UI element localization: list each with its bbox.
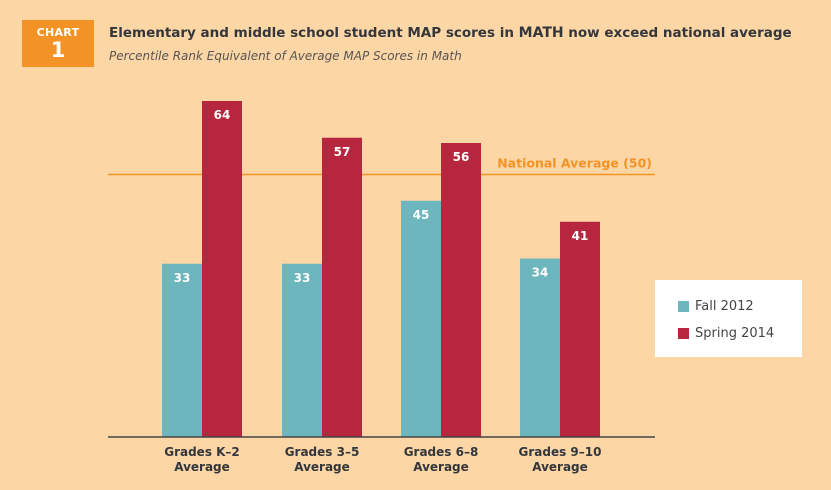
data-label: 56: [453, 150, 470, 164]
x-tick-label: Average: [294, 460, 350, 474]
x-tick-label: Average: [532, 460, 588, 474]
badge-label: CHART: [36, 26, 80, 39]
badge-number: 1: [50, 38, 66, 62]
x-tick-label: Average: [413, 460, 469, 474]
x-tick-label: Grades 9–10: [519, 445, 602, 459]
legend-swatch: [678, 301, 689, 312]
bar: [202, 101, 242, 437]
data-label: 45: [413, 208, 430, 222]
bar: [162, 263, 202, 437]
bar: [282, 263, 322, 437]
legend-label: Spring 2014: [695, 326, 775, 341]
chart-title: Elementary and middle school student MAP…: [109, 25, 809, 41]
title-part: Elementary and middle school student MAP…: [109, 25, 519, 41]
legend-label: Fall 2012: [695, 299, 754, 314]
chart-subtitle: Percentile Rank Equivalent of Average MA…: [109, 49, 462, 63]
x-tick-label: Grades 3–5: [285, 445, 360, 459]
x-tick-label: Grades 6–8: [404, 445, 479, 459]
data-label: 41: [572, 229, 589, 243]
national-average-label: National Average (50): [497, 156, 652, 171]
data-label: 34: [532, 266, 549, 280]
data-label: 57: [334, 145, 351, 159]
bar: [441, 143, 481, 437]
data-label: 64: [214, 108, 231, 122]
chart-badge: CHART 1: [22, 20, 94, 67]
bar: [401, 200, 441, 437]
data-label: 33: [174, 271, 191, 285]
data-label: 33: [294, 271, 311, 285]
legend-swatch: [678, 328, 689, 339]
legend-item-spring-2014: Spring 2014: [678, 326, 774, 341]
bar: [560, 221, 600, 437]
legend-item-fall-2012: Fall 2012: [678, 299, 754, 314]
title-part: now exceed national average: [563, 25, 792, 41]
x-tick-label: Grades K–2: [164, 445, 240, 459]
bar: [520, 258, 560, 437]
x-tick-label: Average: [174, 460, 230, 474]
bar: [322, 137, 362, 437]
title-emphasis: MATH: [518, 25, 564, 41]
legend: Fall 2012 Spring 2014: [655, 280, 802, 357]
